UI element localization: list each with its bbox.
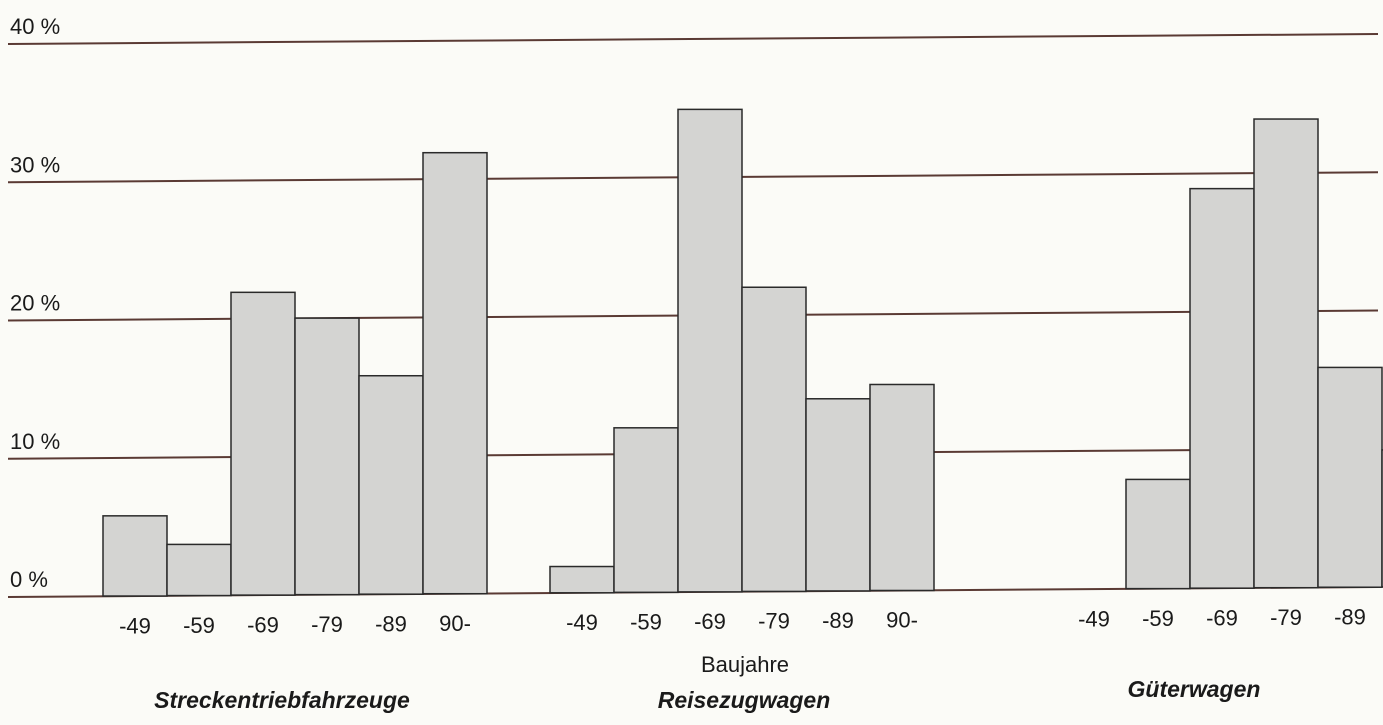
bar [741,286,807,593]
bar [102,515,168,597]
bar [805,398,871,592]
x-tick-labels: -49 -59 -69 -79 -89 90- -49 -59 -69 -79 -89 90- -49 -… [119,604,1366,638]
x-tick-label: -89 [822,608,854,633]
bar [1317,366,1383,588]
x-tick-label: 90- [886,608,918,633]
gridline [7,33,1379,45]
bar-layer [102,108,1383,597]
x-tick-label: -59 [183,613,215,638]
bar [549,565,615,594]
group-label: Streckentriebfahrzeuge [154,687,410,713]
x-tick-label: -49 [119,613,151,638]
x-tick-label: -89 [1334,604,1366,629]
x-axis-label: Baujahre [701,652,789,677]
bar [1253,118,1319,589]
x-tick-label: -69 [694,609,726,634]
bar [1125,478,1191,590]
bar [358,374,424,595]
x-tick-label: -89 [375,611,407,636]
bar [294,317,360,596]
x-tick-label: -49 [566,610,598,635]
x-tick-label: 90- [439,611,471,636]
bar [677,108,743,593]
bar [422,151,488,595]
bar [166,543,232,597]
x-tick-label: -79 [758,609,790,634]
y-tick-label: 0 % [10,567,48,592]
y-tick-labels: 0 % 10 % 20 % 30 % 40 % [10,14,60,592]
y-tick-label: 20 % [10,291,60,316]
y-tick-label: 10 % [10,429,60,454]
bar [869,383,935,592]
x-tick-label: -59 [630,610,662,635]
group-labels: Streckentriebfahrzeuge Reisezugwagen Güter… [154,676,1260,713]
bar [230,291,296,596]
y-tick-label: 30 % [10,152,60,177]
x-tick-label: -69 [1206,605,1238,630]
group-label: Güterwagen [1128,676,1261,702]
bar [1189,187,1255,589]
x-tick-label: -79 [311,612,343,637]
x-tick-label: -49 [1078,606,1110,631]
bar [613,427,679,594]
y-tick-label: 40 % [10,14,60,39]
x-tick-label: -59 [1142,606,1174,631]
group-label: Reisezugwagen [658,687,831,713]
x-tick-label: -69 [247,612,279,637]
x-tick-label: -79 [1270,605,1302,630]
